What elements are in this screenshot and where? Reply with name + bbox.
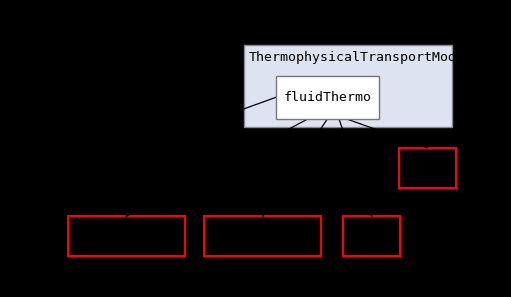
FancyBboxPatch shape [68, 216, 184, 256]
FancyBboxPatch shape [343, 216, 401, 256]
Text: fluidThermo: fluidThermo [283, 91, 371, 104]
FancyBboxPatch shape [399, 148, 456, 188]
FancyBboxPatch shape [244, 45, 452, 127]
FancyBboxPatch shape [204, 216, 321, 256]
FancyBboxPatch shape [276, 76, 379, 119]
Text: ThermophysicalTransportModels: ThermophysicalTransportModels [249, 50, 481, 64]
